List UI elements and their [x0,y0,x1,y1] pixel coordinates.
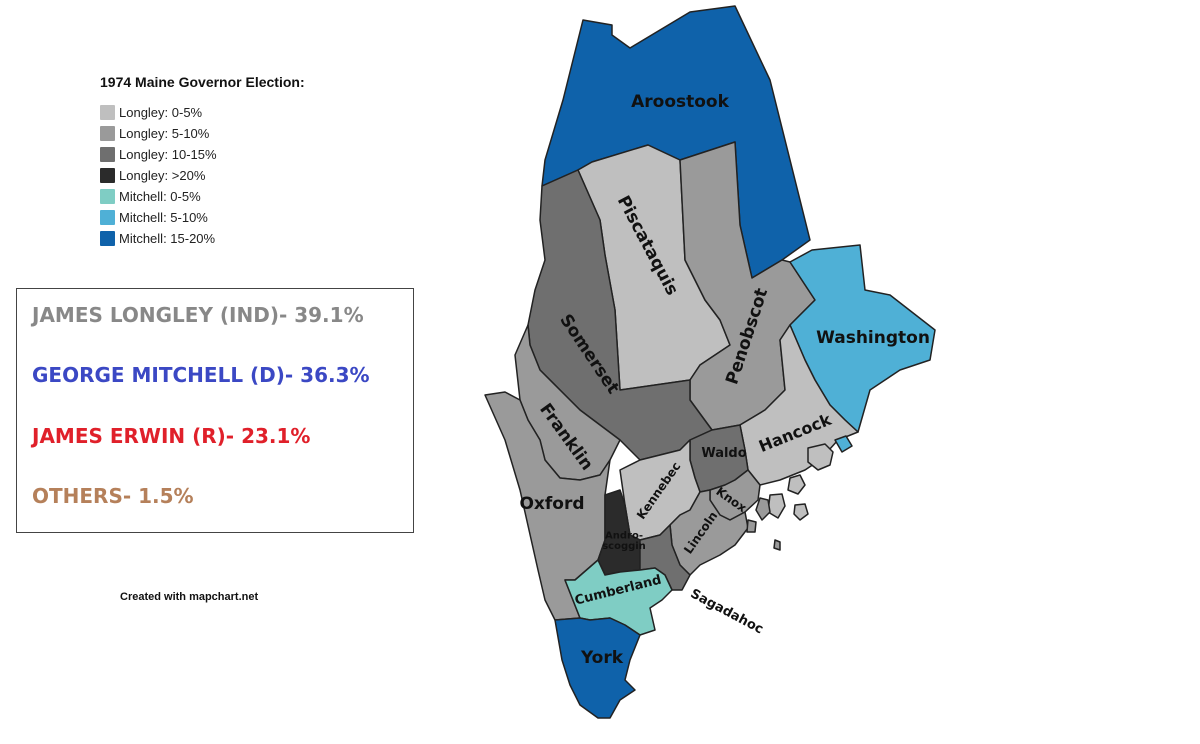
legend-label: Longley: 0-5% [119,105,203,120]
legend-swatch [100,231,115,246]
legend-swatch [100,210,115,225]
county-label-sagadahoc: Sagadahoc [688,586,766,637]
legend-items: Longley: 0-5% Longley: 5-10% Longley: 10-1… [100,102,305,249]
legend-label: Longley: >20% [119,168,206,183]
legend-label: Longley: 10-15% [119,147,217,162]
result-erwin: JAMES ERWIN (R)- 23.1% [32,424,311,448]
legend-swatch [100,189,115,204]
coastal-islands [746,435,853,551]
result-others: OTHERS- 1.5% [32,484,194,508]
county-label-androscoggin: Andro-scoggin [602,531,646,553]
legend-label: Mitchell: 5-10% [119,210,208,225]
county-york[interactable] [554,617,641,719]
legend-row: Longley: 10-15% [100,144,305,165]
legend-swatch [100,147,115,162]
county-label-aroostook: Aroostook [631,92,730,112]
results-box: JAMES LONGLEY (IND)- 39.1% GEORGE MITCHE… [16,288,414,533]
county-label-waldo: Waldo [701,446,746,461]
legend-label: Mitchell: 0-5% [119,189,201,204]
legend-row: Mitchell: 5-10% [100,207,305,228]
result-longley: JAMES LONGLEY (IND)- 39.1% [32,303,364,327]
legend-row: Longley: 0-5% [100,102,305,123]
county-label-washington: Washington [816,328,930,348]
legend-label: Longley: 5-10% [119,126,210,141]
legend-label: Mitchell: 15-20% [119,231,216,246]
county-label-oxford: Oxford [519,494,584,514]
legend-row: Mitchell: 15-20% [100,228,305,249]
legend-swatch [100,105,115,120]
legend-row: Mitchell: 0-5% [100,186,305,207]
credit-text: Created with mapchart.net [120,591,259,603]
legend: 1974 Maine Governor Election: Longley: 0… [100,74,305,249]
legend-row: Longley: 5-10% [100,123,305,144]
legend-row: Longley: >20% [100,165,305,186]
legend-swatch [100,126,115,141]
legend-swatch [100,168,115,183]
legend-title: 1974 Maine Governor Election: [100,74,305,90]
result-mitchell: GEORGE MITCHELL (D)- 36.3% [32,363,370,387]
county-label-york: York [580,648,624,668]
